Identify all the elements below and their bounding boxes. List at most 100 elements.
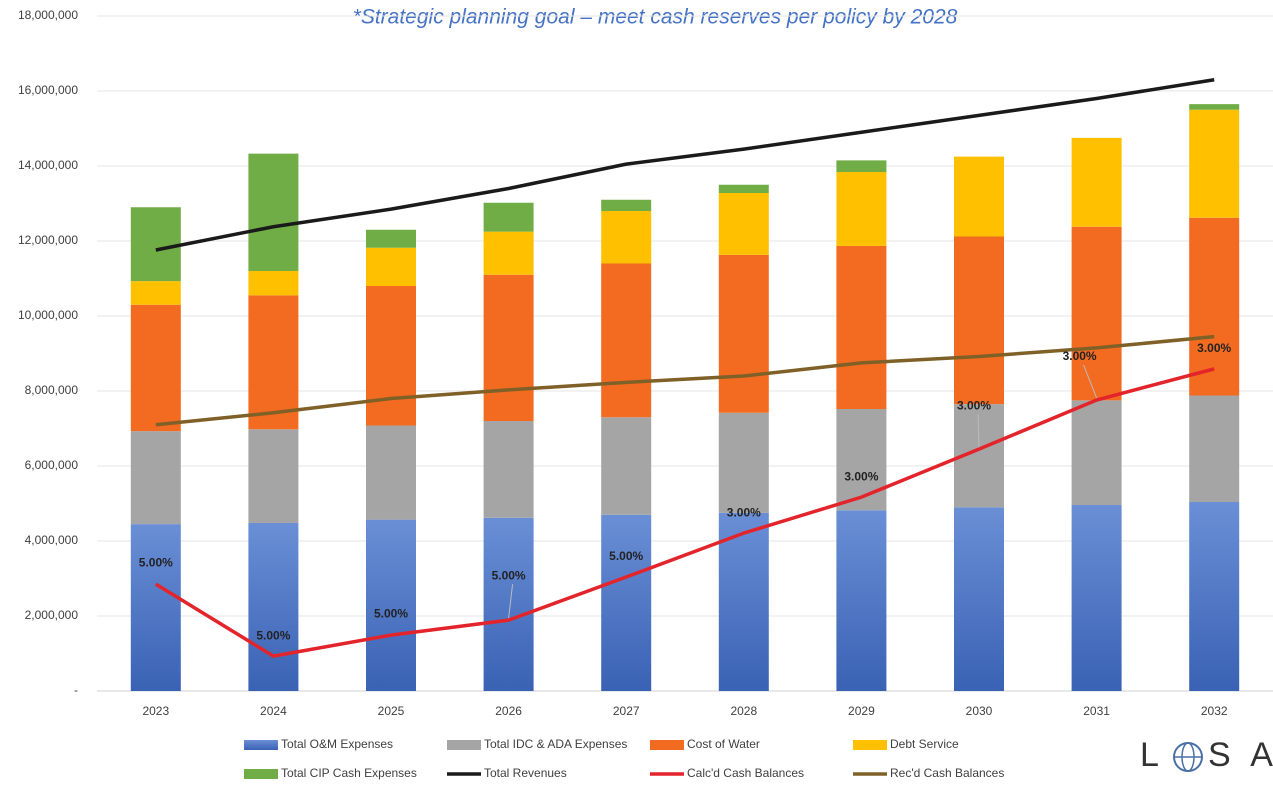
annotation: 5.00% [374, 606, 408, 620]
bar-segment [366, 425, 416, 520]
bar-segment [248, 295, 299, 430]
legend-swatch [447, 740, 481, 750]
y-tick-label: 10,000,000 [18, 308, 78, 322]
bar-segment [954, 236, 1004, 405]
legend-label: Cost of Water [687, 737, 760, 751]
x-tick-label: 2023 [142, 704, 169, 718]
annotation: 3.00% [1197, 341, 1231, 355]
x-tick-label: 2031 [1083, 704, 1110, 718]
x-tick-label: 2032 [1201, 704, 1228, 718]
bar-segment [718, 412, 769, 513]
bar-segment [1071, 226, 1122, 401]
annotation: 5.00% [492, 568, 526, 582]
x-tick-label: 2027 [613, 704, 640, 718]
bar-segment [248, 153, 299, 271]
legend-label: Rec'd Cash Balances [890, 766, 1004, 780]
annotation: 5.00% [256, 628, 290, 642]
bar-segment [718, 193, 769, 255]
bar-segment [483, 421, 534, 518]
line-series [155, 78, 1215, 252]
bar-segment [836, 510, 887, 691]
bar-segment [1189, 395, 1240, 502]
bar-segment [483, 202, 534, 232]
legend-label: Debt Service [890, 737, 959, 751]
y-tick-label: 8,000,000 [25, 383, 79, 397]
legend-label: Total IDC & ADA Expenses [484, 737, 627, 751]
bar-segment [483, 517, 534, 691]
bar-segment [718, 512, 769, 691]
x-tick-label: 2026 [495, 704, 522, 718]
bar-segment [483, 231, 534, 275]
bar-segment [366, 519, 416, 691]
bar-segment [836, 409, 887, 511]
bar-segment [130, 281, 181, 305]
y-tick-label: 2,000,000 [25, 608, 79, 622]
bar-segment [1189, 502, 1240, 691]
annotation: 5.00% [609, 549, 643, 563]
bar-segment [601, 263, 652, 418]
legend-swatch [244, 769, 278, 779]
y-tick-label: 14,000,000 [18, 158, 78, 172]
y-tick-label: 6,000,000 [25, 458, 79, 472]
annotation: 3.00% [957, 398, 991, 412]
bar-segment [130, 304, 181, 432]
legend-swatch [244, 740, 278, 750]
line-series [155, 334, 1215, 427]
bar-segment [366, 286, 416, 426]
y-tick-label: 18,000,000 [18, 8, 78, 22]
logo-text: S AI [1208, 736, 1273, 774]
bar-segment [601, 199, 652, 211]
bar-segment [1071, 400, 1122, 505]
x-tick-label: 2028 [730, 704, 757, 718]
legend-label: Total O&M Expenses [281, 737, 393, 751]
bar-segment [601, 514, 652, 691]
bar-segment [954, 507, 1004, 691]
bar-segment [836, 172, 887, 246]
bar-segment [1189, 109, 1240, 218]
bar-segment [130, 431, 181, 525]
y-tick-label: 12,000,000 [18, 233, 78, 247]
bar-segment [1071, 137, 1122, 227]
x-tick-label: 2029 [848, 704, 875, 718]
logo-globe [1173, 742, 1203, 772]
bar-segment [601, 417, 652, 515]
y-tick-label: 4,000,000 [25, 533, 79, 547]
legend-label: Total CIP Cash Expenses [281, 766, 417, 780]
bar-segment [248, 271, 299, 296]
bar-segment [954, 156, 1004, 237]
legend-swatch [853, 740, 887, 750]
x-tick-label: 2025 [378, 704, 405, 718]
bar-segment [366, 229, 416, 248]
annotation: 3.00% [1063, 349, 1097, 363]
bar-segment [836, 245, 887, 409]
y-tick-label: - [74, 683, 78, 697]
annotation: 3.00% [727, 505, 761, 519]
bar-segment [1071, 505, 1122, 691]
x-tick-label: 2030 [966, 704, 993, 718]
bar-segment [718, 184, 769, 193]
line-series [154, 367, 1215, 658]
annotation: 3.00% [844, 469, 878, 483]
bar-segment [130, 524, 181, 691]
logo-text: L [1140, 736, 1161, 774]
bar-segment [1189, 217, 1240, 396]
bar-segment [130, 207, 181, 282]
leader-line [508, 584, 514, 619]
bar-segment [366, 247, 416, 286]
legend-label: Calc'd Cash Balances [687, 766, 804, 780]
leader-line [977, 414, 980, 448]
bar-segment [1189, 104, 1240, 110]
chart-title: *Strategic planning goal – meet cash res… [353, 6, 958, 29]
bar-segment [718, 254, 769, 413]
legend-label: Total Revenues [484, 766, 567, 780]
bar-segment [601, 211, 652, 264]
legend-swatch [650, 740, 684, 750]
bar-segment [483, 274, 534, 421]
x-tick-label: 2024 [260, 704, 287, 718]
bar-segment [836, 160, 887, 172]
bar-segment [248, 429, 299, 523]
annotation: 5.00% [139, 555, 173, 569]
leader-line [1083, 364, 1098, 399]
y-tick-label: 16,000,000 [18, 83, 78, 97]
